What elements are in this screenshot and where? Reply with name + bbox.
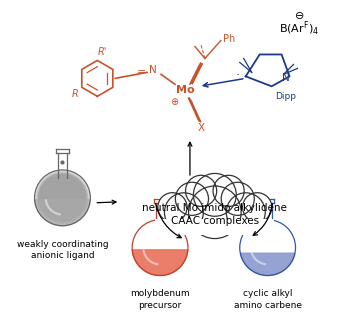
- Text: R': R': [98, 48, 107, 57]
- Text: :: :: [236, 70, 240, 83]
- Text: X: X: [197, 123, 204, 133]
- Circle shape: [38, 173, 87, 222]
- Text: molybdenum
precursor: molybdenum precursor: [130, 290, 190, 309]
- Circle shape: [243, 193, 272, 222]
- Circle shape: [226, 193, 265, 232]
- Circle shape: [158, 193, 187, 222]
- Circle shape: [213, 175, 244, 206]
- Text: cyclic alkyl
amino carbene: cyclic alkyl amino carbene: [234, 290, 302, 309]
- Polygon shape: [155, 219, 274, 235]
- Text: weakly coordinating
anionic ligand: weakly coordinating anionic ligand: [17, 240, 108, 260]
- Text: N: N: [282, 74, 289, 83]
- Circle shape: [186, 175, 217, 206]
- Circle shape: [35, 170, 90, 226]
- Text: ⊖: ⊖: [295, 11, 304, 21]
- Circle shape: [36, 171, 89, 225]
- Circle shape: [189, 186, 241, 239]
- Circle shape: [164, 193, 203, 232]
- Text: neutral Mo imido alkylidene
CAAC complexes: neutral Mo imido alkylidene CAAC complex…: [142, 203, 287, 226]
- Polygon shape: [240, 253, 295, 275]
- Text: Dipp: Dipp: [275, 92, 296, 101]
- Circle shape: [175, 182, 209, 215]
- Circle shape: [37, 172, 88, 223]
- Text: R: R: [72, 89, 79, 99]
- Text: B(Ar$^{\mathsf{F}}$)$_4$: B(Ar$^{\mathsf{F}}$)$_4$: [280, 20, 320, 38]
- Polygon shape: [189, 98, 201, 122]
- Circle shape: [36, 172, 89, 224]
- Polygon shape: [132, 250, 188, 275]
- Text: N: N: [149, 65, 157, 75]
- Circle shape: [37, 173, 88, 223]
- Polygon shape: [35, 200, 90, 226]
- Circle shape: [194, 173, 236, 216]
- Text: Ph: Ph: [223, 33, 235, 44]
- Text: Mo: Mo: [176, 85, 194, 95]
- Circle shape: [35, 170, 90, 225]
- Circle shape: [38, 174, 86, 222]
- Circle shape: [221, 182, 254, 215]
- Text: ⊕: ⊕: [170, 97, 178, 107]
- Text: =: =: [136, 67, 146, 77]
